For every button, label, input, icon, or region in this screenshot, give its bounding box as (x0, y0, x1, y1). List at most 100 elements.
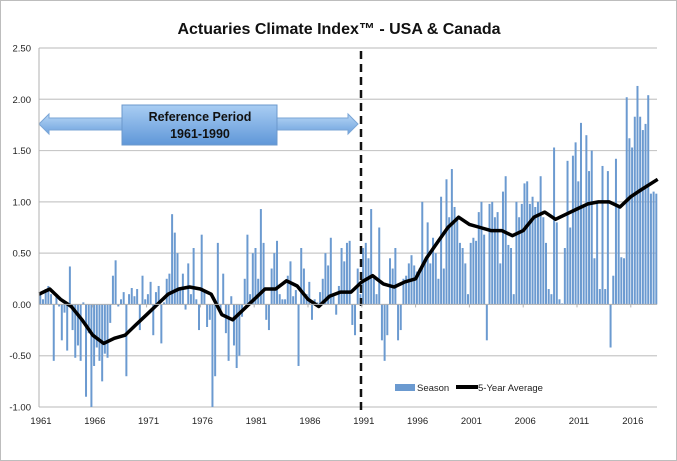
legend-season-swatch (395, 384, 415, 391)
season-bar (639, 116, 642, 305)
legend: Season 5-Year Average (395, 383, 543, 394)
x-tick-label: 2006 (515, 416, 536, 427)
x-tick-label: 2016 (622, 416, 643, 427)
season-bar (383, 304, 386, 361)
season-bar (606, 171, 609, 305)
season-bar (192, 248, 195, 305)
season-bar (327, 265, 330, 305)
season-bar (423, 263, 426, 305)
season-bar (206, 304, 209, 327)
season-bar (117, 304, 120, 307)
season-bar (125, 304, 128, 377)
season-bar (230, 296, 233, 305)
season-bar (103, 304, 106, 354)
season-bar (173, 232, 176, 305)
season-bar (440, 196, 443, 305)
season-bar (442, 268, 445, 305)
season-bar (329, 237, 332, 305)
season-bar (614, 158, 617, 305)
season-bar (561, 303, 564, 305)
season-bar (343, 261, 346, 305)
season-bar (426, 222, 429, 305)
season-bar (348, 240, 351, 305)
season-bar (467, 294, 469, 305)
season-bar (284, 299, 287, 305)
season-bar (111, 275, 114, 305)
season-bar (628, 138, 631, 305)
season-bar (604, 289, 607, 305)
season-bar (85, 304, 88, 397)
season-bar (157, 285, 160, 305)
season-bar (641, 130, 644, 305)
season-bar (297, 304, 300, 366)
season-bar (189, 294, 192, 305)
season-bar (437, 278, 440, 305)
season-bar (434, 253, 437, 305)
season-bar (216, 242, 219, 305)
season-bar (262, 242, 265, 305)
season-bar (208, 304, 211, 320)
season-bar (507, 244, 510, 305)
season-bar (294, 290, 297, 305)
season-bar (319, 292, 322, 305)
season-bar (372, 278, 375, 305)
x-tick-label: 1996 (407, 416, 428, 427)
season-bar (138, 304, 141, 331)
season-bar (286, 275, 289, 305)
season-bar (539, 176, 542, 305)
season-bar (257, 278, 260, 305)
season-bar (136, 289, 139, 305)
season-bar (130, 288, 133, 305)
season-bar (55, 296, 58, 305)
season-bar (370, 209, 373, 305)
season-bar (588, 171, 591, 305)
season-bar (399, 304, 402, 331)
season-bar (550, 294, 553, 305)
y-tick-label: 1.50 (13, 146, 32, 157)
x-tick-label: 2011 (569, 416, 589, 427)
season-bar (598, 289, 601, 305)
season-bar (397, 304, 400, 341)
season-bar (477, 212, 480, 305)
season-bar (163, 302, 166, 305)
season-bar (421, 201, 424, 305)
season-bar (246, 234, 249, 305)
season-bar (585, 135, 588, 305)
season-bar (114, 260, 117, 305)
season-bar (50, 294, 53, 305)
season-bar (179, 289, 182, 305)
season-bar (636, 85, 639, 305)
y-tick-label: -1.00 (9, 403, 31, 414)
season-bar (566, 160, 569, 305)
season-bar (577, 181, 580, 305)
season-bar (523, 183, 526, 305)
season-bar (631, 147, 634, 305)
season-bar (87, 304, 90, 334)
chart-title: Actuaries Climate Index™ - USA & Canada (177, 21, 500, 38)
season-bar (128, 294, 131, 305)
season-bar (58, 304, 61, 307)
season-bar (337, 285, 340, 305)
season-bar (310, 304, 313, 320)
season-bar (133, 296, 136, 305)
reference-period-annotation: Reference Period 1961-1990 (38, 104, 359, 146)
season-bar (281, 299, 284, 305)
season-bar (386, 304, 389, 336)
x-tick-label: 1986 (299, 416, 320, 427)
season-bar (389, 258, 391, 305)
season-bar (542, 217, 545, 305)
y-tick-label: 0.00 (13, 300, 32, 311)
season-bar (378, 227, 381, 305)
season-bar (144, 299, 147, 305)
season-bar (47, 285, 50, 305)
season-bar (211, 304, 214, 407)
season-bar (579, 122, 582, 305)
five-year-average-line (38, 177, 659, 346)
season-bar (623, 258, 626, 305)
season-bar (405, 275, 408, 305)
season-bar (176, 253, 179, 305)
legend-average-swatch (456, 385, 478, 389)
season-bar (276, 240, 279, 305)
reference-period-label: Reference Period (149, 110, 252, 124)
